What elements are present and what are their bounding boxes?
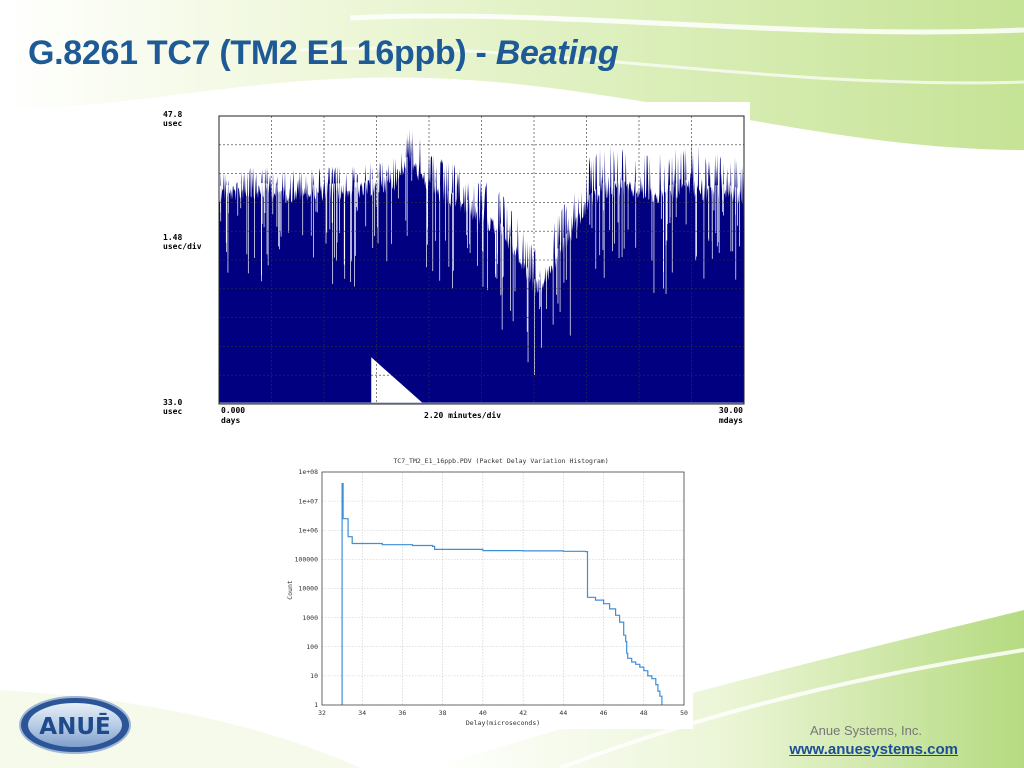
histogram-x-tick-label: 36	[399, 709, 407, 717]
histogram-x-tick-label: 46	[600, 709, 608, 717]
delay-trace-notch	[371, 357, 424, 404]
x-right-value: 30.00	[719, 406, 743, 415]
slide-title-main: G.8261 TC7 (TM2 E1 16ppb) -	[28, 34, 496, 72]
slide-title-emphasis: Beating	[495, 34, 619, 72]
histogram-title: TC7_TM2_E1_16ppb.PDV (Packet Delay Varia…	[393, 457, 608, 465]
y-scale-unit: usec/div	[163, 241, 202, 251]
company-name: Anue Systems, Inc.	[810, 723, 922, 738]
histogram-y-tick-label: 1e+06	[298, 526, 318, 534]
x-right-unit: mdays	[719, 416, 743, 425]
histogram-x-tick-label: 42	[519, 709, 527, 717]
histogram-ylabel: Count	[286, 580, 294, 600]
histogram-y-tick-label: 100000	[295, 556, 319, 564]
histogram-series	[341, 483, 663, 705]
histogram-frame	[321, 471, 685, 706]
x-scale-label: 2.20 minutes/div	[424, 410, 501, 420]
delay-trace-svg: 47.8 usec 1.48 usec/div 33.0 usec 0.000 …	[163, 110, 745, 425]
histogram-xlabel: Delay(microseconds)	[466, 719, 540, 727]
y-top-value: 47.8	[163, 110, 182, 119]
histogram-ticks: 32 34 36 38 40 42 44 46 48 50 1 10 100 1000 10000 10000…	[295, 468, 688, 717]
histogram-x-tick-label: 44	[559, 709, 567, 717]
histogram-y-tick-label: 10000	[298, 585, 318, 593]
delay-trace-fill	[219, 129, 744, 404]
histogram-series-line	[341, 483, 663, 705]
histogram-y-tick-label: 10	[310, 672, 318, 680]
delay-trace-frame	[218, 115, 745, 405]
delay-trace-chart: 47.8 usec 1.48 usec/div 33.0 usec 0.000 …	[160, 102, 750, 427]
delay-trace-area	[219, 129, 744, 404]
website-link[interactable]: www.anuesystems.com	[789, 741, 958, 758]
pdv-histogram-svg: TC7_TM2_E1_16ppb.PDV (Packet Delay Varia…	[286, 457, 688, 727]
histogram-grid	[321, 471, 685, 706]
x-left-value: 0.000	[221, 406, 245, 415]
histogram-y-tick-label: 1e+07	[298, 497, 318, 505]
delay-trace-grid	[219, 116, 744, 404]
histogram-x-tick-label: 48	[640, 709, 648, 717]
slide-title: G.8261 TC7 (TM2 E1 16ppb) - Beating	[28, 34, 619, 73]
histogram-y-tick-label: 1	[314, 701, 318, 709]
y-top-unit: usec	[163, 119, 182, 128]
y-scale-value: 1.48	[163, 233, 182, 242]
histogram-x-tick-label: 34	[358, 709, 366, 717]
histogram-y-tick-label: 1000	[302, 614, 318, 622]
histogram-y-tick-label: 1e+08	[298, 468, 318, 476]
histogram-x-tick-label: 40	[479, 709, 487, 717]
histogram-x-tick-label: 32	[318, 709, 326, 717]
pdv-histogram-chart: TC7_TM2_E1_16ppb.PDV (Packet Delay Varia…	[280, 453, 693, 729]
y-bottom-value: 33.0	[163, 398, 182, 407]
histogram-x-tick-label: 50	[680, 709, 688, 717]
y-bottom-unit: usec	[163, 407, 182, 416]
anue-logo: ANUĒ	[19, 696, 131, 754]
histogram-x-tick-label: 38	[439, 709, 447, 717]
histogram-y-tick-label: 100	[306, 643, 318, 651]
logo-text: ANUĒ	[39, 712, 110, 740]
x-left-unit: days	[221, 416, 240, 425]
